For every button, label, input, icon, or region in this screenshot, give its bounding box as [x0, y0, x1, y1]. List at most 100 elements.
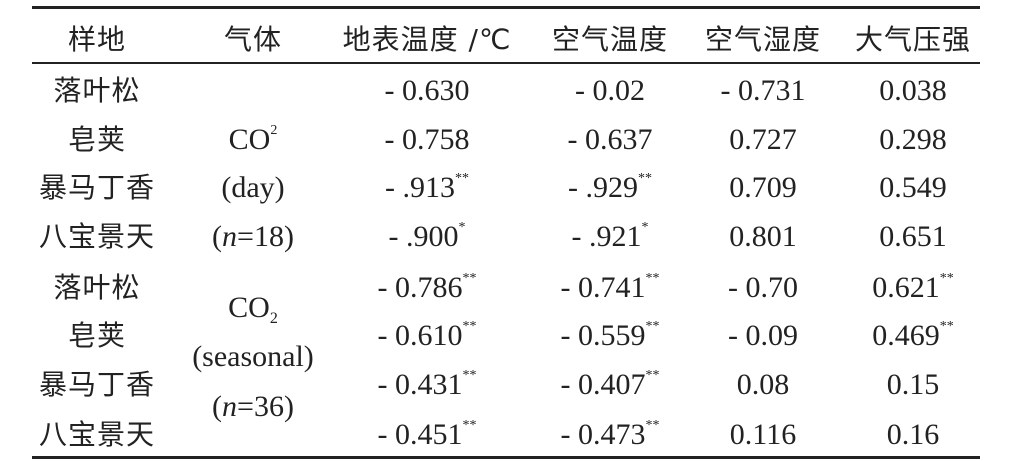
value-cell: 0.651: [879, 222, 947, 252]
significance-mark: **: [645, 418, 660, 433]
correlation-value: 0.621: [872, 271, 940, 304]
correlation-value: 0.549: [879, 171, 947, 204]
gas-formula-base: CO: [228, 123, 271, 156]
value-cell: 0.727: [729, 125, 797, 155]
value-cell: 0.08: [737, 370, 790, 400]
significance-mark: **: [645, 319, 660, 334]
significance-mark: **: [455, 171, 469, 186]
correlation-value: - 0.451: [377, 418, 463, 451]
site-name: 八宝景天: [38, 220, 156, 253]
value-cell: - 0.637: [568, 125, 653, 155]
correlation-value: 0.298: [879, 123, 947, 156]
table-top-rule: [32, 6, 980, 9]
correlation-value: 0.15: [886, 368, 940, 401]
correlation-value: 0.709: [729, 171, 797, 204]
value-cell: - 0.731: [721, 76, 806, 106]
correlation-value: - 0.786: [377, 271, 463, 304]
gas-sample-size: (n=36): [212, 390, 294, 423]
value-cell: - 0.451**: [377, 418, 477, 451]
value-cell: 0.298: [879, 125, 947, 155]
significance-mark: **: [462, 418, 477, 433]
correlation-value: - 0.630: [384, 74, 470, 107]
column-header: 空气温度: [551, 23, 669, 56]
value-cell: - 0.70: [728, 273, 798, 303]
correlation-value: - .921: [571, 220, 642, 253]
column-header: 气体: [223, 23, 283, 56]
correlation-value: - 0.758: [384, 123, 470, 156]
column-header: 空气湿度: [704, 23, 822, 56]
table-bottom-rule: [32, 456, 980, 459]
value-cell: - .913**: [385, 171, 469, 203]
site-name: 落叶松: [53, 271, 141, 304]
value-cell: - 0.741**: [560, 271, 660, 304]
value-cell: 0.709: [729, 173, 797, 203]
site-name: 皂荚: [67, 319, 127, 352]
sample-size-value: =18: [237, 220, 284, 253]
correlation-value: 0.469: [872, 319, 940, 352]
site-name: 八宝景天: [38, 418, 156, 451]
value-cell: 0.549: [879, 173, 947, 203]
site-name: 落叶松: [53, 74, 141, 107]
value-cell: - 0.09: [728, 321, 798, 351]
column-header: 大气压强: [854, 23, 972, 56]
correlation-value: - 0.407: [560, 368, 646, 401]
value-cell: - .921*: [571, 220, 649, 253]
sample-size-symbol: n: [222, 220, 238, 253]
correlation-value: 0.116: [729, 418, 797, 451]
value-cell: - 0.610**: [377, 319, 477, 352]
significance-mark: **: [462, 368, 477, 383]
value-cell: - .929**: [568, 171, 652, 204]
correlation-value: - 0.02: [575, 74, 645, 107]
gas-period: (seasonal): [192, 340, 314, 373]
gas-formula-mark: 2: [270, 123, 278, 138]
site-name: 皂荚: [67, 123, 127, 156]
significance-mark: **: [939, 319, 954, 334]
correlation-value: - 0.559: [560, 319, 646, 352]
value-cell: 0.038: [879, 76, 947, 106]
significance-mark: **: [462, 271, 477, 286]
correlation-value: 0.801: [729, 220, 797, 253]
value-cell: - 0.786**: [377, 271, 477, 304]
value-cell: - 0.473**: [561, 418, 660, 450]
significance-mark: **: [939, 271, 954, 286]
value-cell: 0.116: [730, 420, 796, 450]
value-cell: 0.15: [887, 370, 940, 400]
value-cell: - .900*: [388, 220, 466, 253]
column-header: 样地: [67, 23, 127, 56]
significance-mark: **: [645, 271, 660, 286]
correlation-value: 0.727: [729, 123, 797, 156]
value-cell: 0.621**: [872, 271, 954, 304]
value-cell: 0.801: [729, 222, 797, 252]
value-cell: 0.469**: [872, 319, 954, 352]
correlation-value: - .929: [568, 171, 638, 204]
correlation-value: 0.16: [886, 418, 940, 451]
significance-mark: **: [645, 368, 660, 383]
gas-formula-mark: 2: [269, 310, 278, 327]
significance-mark: **: [638, 171, 652, 186]
gas-formula: CO2: [228, 123, 278, 156]
site-name: 暴马丁香: [38, 368, 156, 401]
correlation-value: - 0.637: [567, 123, 653, 156]
gas-formula: CO2: [228, 293, 278, 327]
value-cell: - 0.431**: [377, 368, 477, 401]
correlation-value: - 0.731: [720, 74, 806, 107]
correlation-value: - 0.431: [377, 368, 463, 401]
site-name: 暴马丁香: [38, 171, 156, 204]
correlation-value: - 0.610: [377, 319, 463, 352]
column-header: 地表温度 /℃: [342, 23, 512, 56]
value-cell: - 0.758: [385, 125, 470, 155]
correlation-value: - 0.741: [560, 271, 646, 304]
gas-sample-size: (n=18): [212, 220, 294, 253]
correlation-value: 0.08: [736, 368, 790, 401]
value-cell: 0.16: [887, 420, 940, 450]
correlation-value: - .900: [388, 220, 459, 253]
correlation-value: 0.651: [879, 220, 947, 253]
correlation-value: 0.038: [879, 74, 947, 107]
significance-mark: **: [462, 319, 477, 334]
significance-mark: *: [641, 220, 649, 235]
value-cell: - 0.02: [575, 76, 645, 106]
value-cell: - 0.407**: [560, 368, 660, 401]
correlation-value: - 0.70: [728, 271, 798, 304]
correlation-value: - 0.09: [728, 319, 798, 352]
